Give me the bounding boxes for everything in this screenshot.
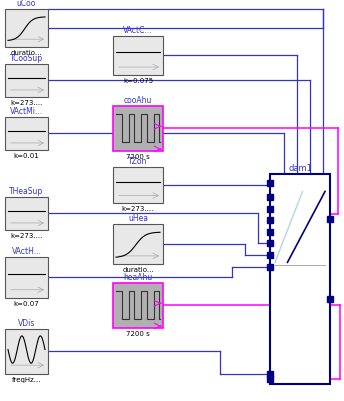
Text: 7200 s: 7200 s (126, 330, 150, 336)
Bar (267, 207, 273, 213)
Text: VDis: VDis (18, 318, 35, 327)
Bar (5, 10, 48, 48)
Text: dam1: dam1 (288, 164, 312, 172)
Text: duratio...: duratio... (122, 266, 154, 272)
Bar (5, 118, 48, 151)
Text: 7200 s: 7200 s (126, 154, 150, 160)
Bar (267, 194, 273, 200)
Text: heaAhu: heaAhu (123, 272, 153, 281)
Bar (113, 283, 163, 328)
Bar (113, 37, 163, 76)
Text: TZon: TZon (128, 157, 148, 166)
Text: k=0.07: k=0.07 (14, 300, 39, 306)
Bar (267, 264, 273, 270)
Bar (267, 252, 273, 258)
Text: k=0.01: k=0.01 (14, 153, 39, 159)
Bar (267, 229, 273, 235)
Bar (113, 107, 163, 152)
Bar (5, 257, 48, 298)
Bar (113, 168, 163, 203)
Bar (267, 217, 273, 223)
Text: k=273....: k=273.... (10, 100, 43, 106)
Bar (270, 174, 330, 384)
Text: k=0.075: k=0.075 (123, 78, 153, 84)
Bar (5, 329, 48, 374)
Text: VActC...: VActC... (123, 26, 153, 35)
Bar (5, 65, 48, 98)
Bar (267, 180, 273, 186)
Text: VActH...: VActH... (12, 246, 41, 255)
Text: cooAhu: cooAhu (124, 96, 152, 105)
Bar (113, 225, 163, 264)
Bar (267, 371, 273, 377)
Bar (5, 198, 48, 231)
Bar (327, 296, 333, 302)
Text: duratio...: duratio... (11, 50, 42, 56)
Text: uHea: uHea (128, 213, 148, 223)
Text: freqHz...: freqHz... (12, 376, 41, 382)
Text: uCoo: uCoo (17, 0, 36, 8)
Text: k=273....: k=273.... (10, 233, 43, 239)
Bar (327, 217, 333, 223)
Text: k=273....: k=273.... (122, 205, 154, 211)
Text: THeaSup: THeaSup (9, 186, 44, 196)
Bar (267, 241, 273, 246)
Text: TCooSup: TCooSup (10, 54, 43, 63)
Text: VActMi...: VActMi... (10, 107, 43, 116)
